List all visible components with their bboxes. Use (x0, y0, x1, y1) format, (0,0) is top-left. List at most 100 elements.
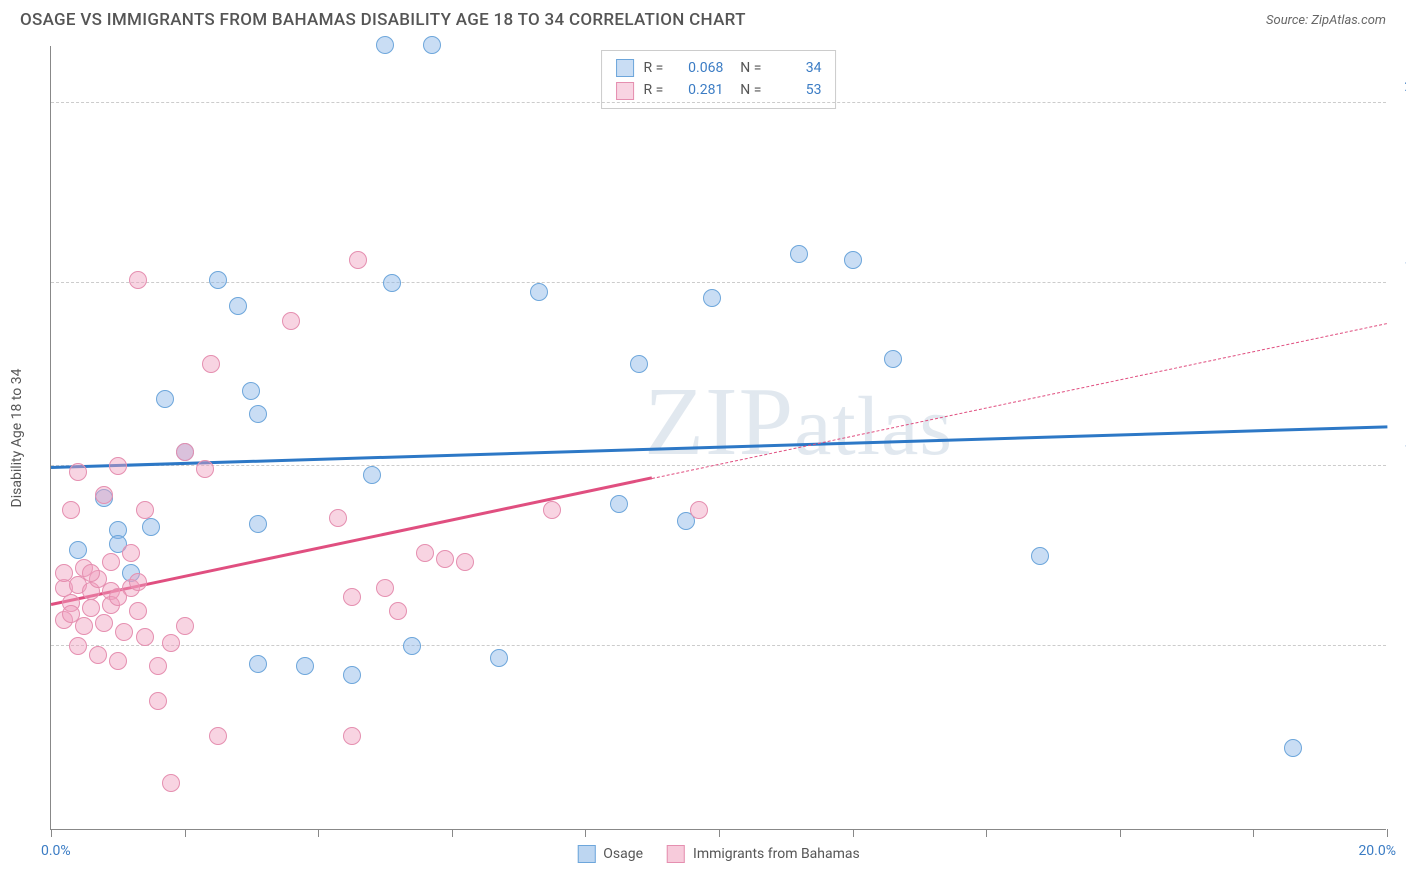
data-point (543, 501, 561, 519)
data-point (62, 605, 80, 623)
data-point (109, 652, 127, 670)
r-label: R = (644, 57, 664, 79)
gridline (51, 282, 1386, 283)
legend-stats: R = 0.068 N = 34 R = 0.281 N = 53 (601, 50, 837, 109)
data-point (176, 443, 194, 461)
data-point (162, 634, 180, 652)
data-point (209, 271, 227, 289)
gridline (51, 102, 1386, 103)
data-point (102, 553, 120, 571)
data-point (296, 657, 314, 675)
data-point (149, 692, 167, 710)
r-label: R = (644, 79, 664, 101)
scatter-chart: Disability Age 18 to 34 ZIPatlas R =0.06… (50, 46, 1386, 830)
legend-series: Osage Immigrants from Bahamas (577, 845, 859, 863)
data-point (136, 628, 154, 646)
x-tick (585, 829, 586, 837)
legend-swatch (616, 59, 634, 77)
data-point (129, 271, 147, 289)
x-tick (986, 829, 987, 837)
data-point (423, 36, 441, 54)
data-point (55, 564, 73, 582)
y-axis-title: Disability Age 18 to 34 (9, 368, 25, 507)
data-point (389, 602, 407, 620)
data-point (136, 501, 154, 519)
data-point (109, 457, 127, 475)
n-label: N = (733, 57, 761, 79)
data-point (703, 289, 721, 307)
data-point (416, 544, 434, 562)
x-tick (1387, 829, 1388, 837)
data-point (630, 355, 648, 373)
legend-swatch (577, 845, 595, 863)
data-point (142, 518, 160, 536)
data-point (109, 588, 127, 606)
data-point (690, 501, 708, 519)
chart-title: OSAGE VS IMMIGRANTS FROM BAHAMAS DISABIL… (20, 10, 746, 30)
data-point (376, 579, 394, 597)
n-label: N = (733, 79, 761, 101)
r-value: 0.281 (673, 79, 723, 101)
data-point (610, 495, 628, 513)
data-point (249, 655, 267, 673)
legend-series-label: Osage (603, 846, 643, 862)
legend-swatch (616, 82, 634, 100)
data-point (196, 460, 214, 478)
data-point (383, 274, 401, 292)
r-value: 0.068 (673, 57, 723, 79)
chart-header: OSAGE VS IMMIGRANTS FROM BAHAMAS DISABIL… (0, 0, 1406, 36)
data-point (89, 646, 107, 664)
data-point (363, 466, 381, 484)
data-point (229, 297, 247, 315)
data-point (82, 564, 100, 582)
data-point (115, 623, 133, 641)
data-point (202, 355, 220, 373)
data-point (349, 251, 367, 269)
legend-swatch (667, 845, 685, 863)
data-point (69, 541, 87, 559)
data-point (95, 486, 113, 504)
data-point (403, 637, 421, 655)
data-point (69, 463, 87, 481)
data-point (343, 727, 361, 745)
x-axis-end-label: 20.0% (1358, 843, 1396, 859)
data-point (82, 599, 100, 617)
data-point (129, 573, 147, 591)
data-point (62, 501, 80, 519)
data-point (176, 617, 194, 635)
x-tick (853, 829, 854, 837)
data-point (95, 614, 113, 632)
trend-line (51, 426, 1387, 469)
legend-series-item: Immigrants from Bahamas (667, 845, 860, 863)
data-point (343, 666, 361, 684)
data-point (490, 649, 508, 667)
legend-stats-row: R = 0.281 N = 53 (616, 79, 822, 101)
data-point (149, 657, 167, 675)
gridline (51, 465, 1386, 466)
data-point (242, 382, 260, 400)
x-axis-start-label: 0.0% (41, 843, 71, 859)
x-tick (452, 829, 453, 837)
data-point (530, 283, 548, 301)
legend-series-label: Immigrants from Bahamas (693, 846, 860, 862)
n-value: 53 (771, 79, 821, 101)
data-point (329, 509, 347, 527)
data-point (209, 727, 227, 745)
gridline (51, 645, 1386, 646)
x-tick (1120, 829, 1121, 837)
data-point (376, 36, 394, 54)
data-point (162, 774, 180, 792)
watermark: ZIPatlas (644, 366, 953, 478)
data-point (1031, 547, 1049, 565)
data-point (122, 544, 140, 562)
x-tick (185, 829, 186, 837)
n-value: 34 (771, 57, 821, 79)
trend-line-extrapolated (652, 323, 1387, 479)
x-tick (318, 829, 319, 837)
source-attribution: Source: ZipAtlas.com (1266, 13, 1386, 28)
data-point (1284, 739, 1302, 757)
data-point (282, 312, 300, 330)
data-point (343, 588, 361, 606)
legend-series-item: Osage (577, 845, 643, 863)
data-point (790, 245, 808, 263)
